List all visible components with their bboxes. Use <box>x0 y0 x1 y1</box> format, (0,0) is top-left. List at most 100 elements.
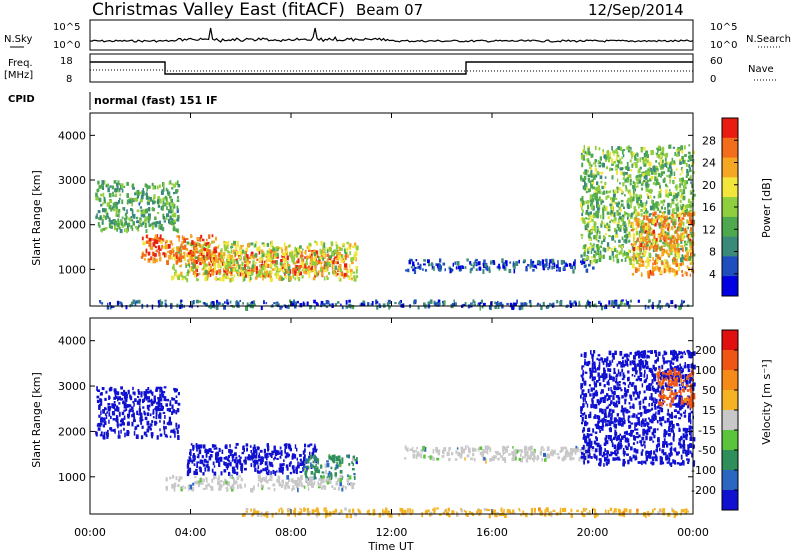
data-cell <box>238 272 240 278</box>
data-cell <box>597 415 601 421</box>
data-cell <box>184 275 187 280</box>
data-cell <box>689 217 692 222</box>
data-cell <box>136 226 139 229</box>
data-cell <box>215 270 218 273</box>
data-cell <box>631 272 635 276</box>
data-cell <box>522 456 524 460</box>
data-cell <box>250 256 252 260</box>
data-cell <box>246 247 249 252</box>
data-cell <box>683 231 685 236</box>
data-cell <box>238 256 241 259</box>
data-cell <box>603 190 606 195</box>
data-cell <box>655 160 658 163</box>
data-cell <box>208 234 211 239</box>
data-cell <box>195 468 198 472</box>
data-cell <box>108 206 112 210</box>
data-cell <box>328 303 331 307</box>
data-cell <box>494 513 497 517</box>
nsearch-tick-bottom: 10^0 <box>710 40 737 51</box>
data-cell <box>202 260 205 264</box>
data-cell <box>599 230 601 235</box>
data-cell <box>648 218 652 223</box>
data-cell <box>300 475 303 480</box>
data-cell <box>348 299 351 303</box>
data-cell <box>127 421 130 426</box>
data-cell <box>254 468 257 471</box>
data-cell <box>152 416 155 419</box>
data-cell <box>182 245 185 250</box>
data-cell <box>152 259 156 264</box>
data-cell <box>170 205 172 209</box>
data-cell <box>580 198 583 202</box>
data-cell <box>122 422 125 426</box>
data-cell <box>209 256 213 260</box>
data-cell <box>598 235 601 240</box>
data-cell <box>143 191 145 196</box>
data-cell <box>159 302 163 308</box>
data-cell <box>280 452 283 456</box>
data-cell <box>206 256 209 260</box>
data-cell <box>592 206 595 211</box>
data-cell <box>114 390 118 395</box>
data-cell <box>321 478 324 483</box>
data-cell <box>644 172 647 176</box>
data-cell <box>266 257 269 260</box>
data-cell <box>296 457 298 461</box>
data-cell <box>349 268 353 273</box>
data-cell <box>278 267 281 271</box>
data-cell <box>655 261 659 265</box>
data-cell <box>630 204 632 208</box>
data-cell <box>160 386 163 391</box>
data-cell <box>264 273 266 277</box>
data-cell <box>578 303 581 307</box>
data-cell <box>196 465 198 468</box>
data-cell <box>689 245 692 249</box>
data-cell <box>267 445 270 450</box>
data-cell <box>501 457 504 461</box>
data-cell <box>503 266 507 271</box>
data-cell <box>683 180 687 185</box>
data-cell <box>670 244 673 250</box>
data-cell <box>141 253 144 257</box>
data-cell <box>112 418 116 421</box>
data-cell <box>596 181 599 185</box>
data-cell <box>301 269 304 272</box>
data-cell <box>280 276 283 282</box>
data-cell <box>276 457 279 460</box>
data-cell <box>149 427 152 431</box>
data-cell <box>682 177 684 183</box>
data-cell <box>162 411 166 414</box>
data-cell <box>316 513 318 518</box>
data-cell <box>250 254 254 257</box>
data-cell <box>151 182 154 187</box>
data-cell <box>133 431 136 436</box>
data-cell <box>584 186 587 191</box>
data-cell <box>460 509 463 513</box>
data-cell <box>633 256 636 260</box>
data-cell <box>627 174 630 179</box>
data-cell <box>590 166 593 171</box>
data-cell <box>661 211 664 215</box>
data-cell <box>646 241 648 245</box>
data-cell <box>626 161 629 167</box>
data-cell <box>326 477 330 482</box>
data-cell <box>265 475 268 479</box>
data-cell <box>337 478 340 482</box>
data-cell <box>166 206 168 211</box>
data-cell <box>335 481 339 486</box>
data-cell <box>244 273 247 278</box>
data-cell <box>252 485 255 491</box>
data-cell <box>598 252 601 258</box>
data-cell <box>213 268 215 273</box>
data-cell <box>617 154 620 158</box>
data-cell <box>600 171 604 175</box>
data-cell <box>306 257 308 262</box>
data-cell <box>334 256 337 259</box>
data-cell <box>660 245 663 251</box>
data-cell <box>175 228 179 232</box>
data-cell <box>215 447 218 450</box>
data-cell <box>618 244 621 248</box>
data-cell <box>608 255 612 260</box>
data-cell <box>613 248 617 252</box>
data-cell <box>559 511 562 516</box>
